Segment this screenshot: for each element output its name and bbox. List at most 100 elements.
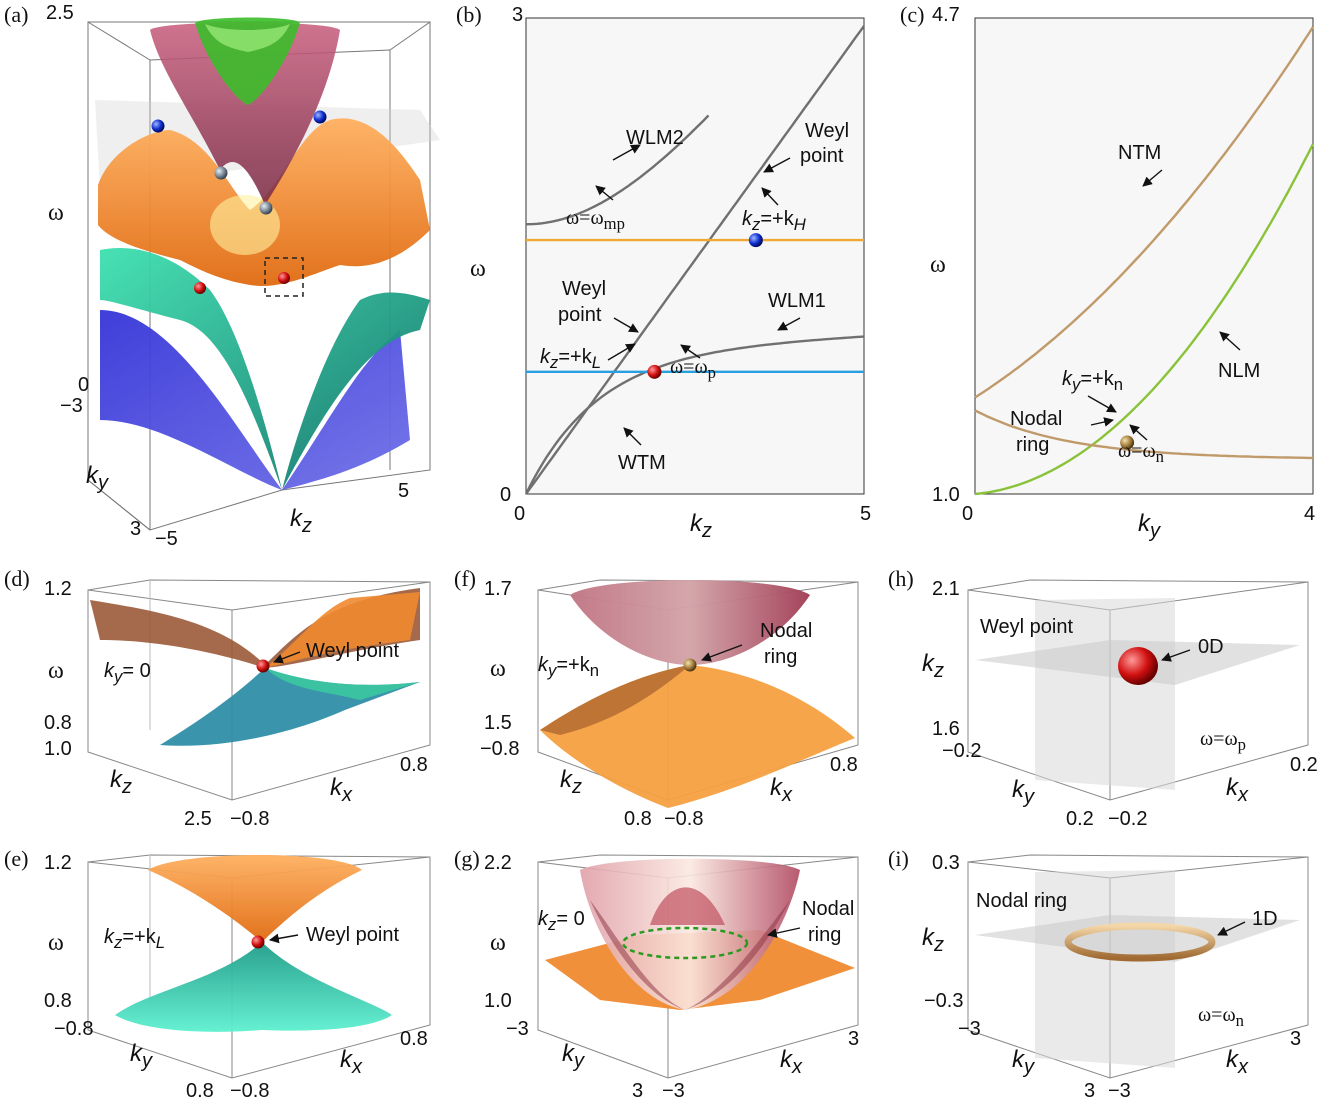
panel-f-kx-axis: kx [770,774,792,806]
panel-e-upper-cone [148,855,362,942]
panel-b-weyl-point-lower-a: Weyl [562,278,607,300]
panel-d-kz-axis: kz [110,766,132,798]
panel-i-zmin: −0.3 [924,990,964,1012]
panel-f-upper-surface [570,580,810,665]
panel-d-label: (d) [4,566,30,591]
panel-d-3d-plot [87,579,431,801]
panel-g-ky-a: −3 [506,1018,529,1040]
panel-i-zlabel: kz [922,924,944,956]
panel-b-omega-mp: ω=ωmp [566,207,625,233]
panel-e-zmin: 0.8 [44,990,72,1012]
panel-i-ky-a: −3 [958,1018,981,1040]
panel-a-weyl-red-left [194,282,206,294]
panel-a-blue-surface [100,310,410,490]
panel-b-kz-kh: kz=+kH [742,208,806,234]
panel-c-xlabel: ky [1138,510,1160,542]
panel-c-ymin: 1.0 [932,484,960,506]
panel-b-weyl-point-upper-a: Weyl [805,120,850,142]
panel-c-ky-kn: ky=+kn [1062,368,1123,394]
panel-i-kx-a: −3 [1108,1080,1131,1102]
panel-e-kx-b: 0.8 [400,1028,428,1050]
panel-g-kx-b: 3 [848,1028,860,1050]
panel-a-weyl-blue-right [313,110,327,124]
panel-f-zmin: 1.5 [484,712,512,734]
panel-c-label: (c) [900,2,925,27]
panel-i-zmax: 0.3 [932,852,960,874]
panel-g-zlabel: ω [490,930,506,956]
panel-h-ky-axis: ky [1012,776,1034,808]
panel-g-label: (g) [454,846,480,871]
panel-f-lower-surface [540,665,855,808]
panel-a-teal-surface [100,248,430,490]
panel-c-point-1 [1120,435,1135,450]
panel-e-label: (e) [4,846,29,871]
panel-f-ky-annotation: ky=+kn [538,654,599,680]
panel-e-3d-plot [87,854,431,1079]
panel-h-3d-plot [967,579,1309,801]
panel-d-zlabel: ω [48,658,64,684]
panel-e-ky-b: 0.8 [186,1080,214,1102]
panel-g-zmax: 2.2 [484,852,512,874]
panel-f-kz-axis: kz [560,766,582,798]
panel-b-wlm2: WLM2 [626,127,684,149]
panel-h-zlabel: kz [922,650,944,682]
panel-a-omega-max: 2.5 [46,2,74,24]
panel-g-nodal-a: Nodal [802,898,855,920]
panel-b-curve-wtm [524,335,865,495]
panel-f-kx-b: 0.8 [830,754,858,776]
panel-c-ymax: 4.7 [932,4,960,26]
panel-d-weyl-label: Weyl point [306,640,400,662]
panel-a-weyl-blue-left [151,119,165,133]
panel-a-label: (a) [4,2,29,27]
panel-b-ylabel: ω [470,256,486,282]
panel-d-kz-a: 1.0 [44,738,72,760]
panel-i-omega-label: ω=ωn [1198,1004,1244,1030]
panel-g-nodal-b: ring [808,924,842,946]
panel-b-wlm1: WLM1 [768,290,826,312]
panel-f-kz-a: −0.8 [480,738,520,760]
panel-e-kx-a: −0.8 [230,1080,270,1102]
panel-c-chart [974,17,1315,496]
panel-d-kx-b: 0.8 [400,754,428,776]
panel-f-kx-a: −0.8 [664,808,704,830]
panel-c-ylabel: ω [930,252,946,278]
panel-f-3d-plot [537,579,859,808]
panel-c-nlm: NLM [1218,360,1261,382]
panel-h-label: (h) [888,566,914,591]
panel-g-kz-annotation: kz= 0 [538,908,585,934]
panel-h-omega-label: ω=ωp [1200,728,1246,754]
panel-b-curve-light-line [525,25,865,495]
panel-e-ky-a: −0.8 [54,1018,94,1040]
panel-b-wtm: WTM [618,452,666,474]
panel-b-curve-wlm2 [525,114,710,226]
panel-a-gray-sphere-1 [214,166,228,180]
panel-g-zmin: 1.0 [484,990,512,1012]
panel-f-nodal-b: ring [764,646,798,668]
panel-h-ky-b: 0.2 [1066,808,1094,830]
panel-h-dim-label: 0D [1198,636,1224,658]
panel-e-ky-axis: ky [130,1040,152,1072]
panel-a-pink-surface [150,22,340,205]
panel-i-horizontal-plane [975,915,1300,962]
panel-d-weyl-point [256,659,270,673]
panel-b-xmin: 0 [514,503,526,525]
panel-e-lower-cone [115,942,392,1032]
panel-a-ky-label: ky [86,462,108,494]
panel-a-ky-max: 3 [130,518,142,540]
panel-i-ky-axis: ky [1012,1046,1034,1078]
panel-e-kx-axis: kx [340,1046,362,1078]
panel-a-dashed-box [264,257,304,297]
panel-h-kx-a: −0.2 [1108,808,1148,830]
panel-f-zlabel: ω [490,656,506,682]
panel-h-kx-axis: kx [1226,774,1248,806]
panel-h-ky-a: −0.2 [942,740,982,762]
panel-h-zmin: 1.6 [932,718,960,740]
panel-e-kz-annotation: kz=+kL [104,926,165,952]
panel-e-zlabel: ω [48,930,64,956]
panel-b-chart [524,17,865,495]
panel-g-ky-b: 3 [632,1080,644,1102]
panel-i-kx-b: 3 [1290,1028,1302,1050]
panel-e-zmax: 1.2 [44,852,72,874]
panel-g-kx-axis: kx [780,1046,802,1078]
